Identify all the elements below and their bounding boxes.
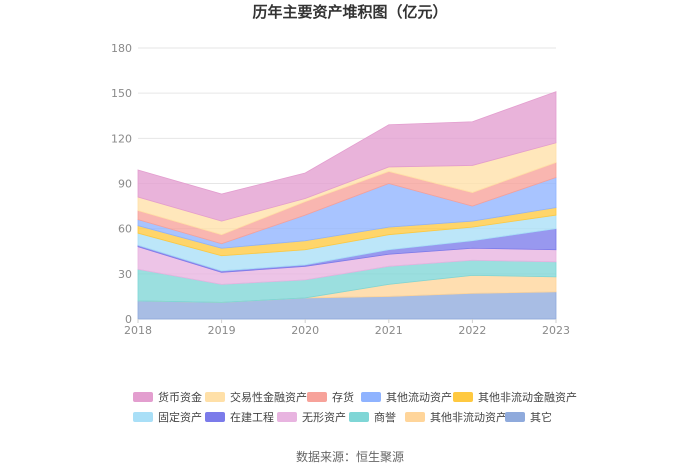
legend-swatch: [307, 392, 327, 402]
legend-swatch: [133, 412, 153, 422]
legend-label: 无形资产: [302, 410, 346, 424]
y-tick-label: 150: [111, 87, 132, 100]
y-tick-label: 90: [118, 178, 132, 191]
legend-swatch: [205, 412, 225, 422]
legend-label: 在建工程: [230, 410, 274, 424]
legend-item-货币资金[interactable]: 货币资金: [133, 390, 202, 404]
legend-label: 固定资产: [158, 410, 202, 424]
legend-item-其他流动资产[interactable]: 其他流动资产: [361, 390, 452, 404]
legend-swatch: [405, 412, 425, 422]
legend-label: 商誉: [374, 410, 396, 424]
chart-title: 历年主要资产堆积图（亿元）: [252, 3, 447, 21]
x-tick-label: 2019: [208, 324, 236, 337]
x-tick-label: 2023: [542, 324, 570, 337]
legend-label: 存货: [332, 390, 354, 404]
legend-swatch: [361, 392, 381, 402]
area-货币资金: [137, 91, 557, 222]
legend-item-固定资产[interactable]: 固定资产: [133, 410, 202, 424]
area-series-group: [137, 91, 557, 320]
axes: 0 30 60 90 120 150 180 2018 2019 2020 2021 2022 2023: [111, 42, 570, 337]
legend-item-其它[interactable]: 其它: [505, 410, 552, 424]
x-tick-label: 2018: [124, 324, 152, 337]
legend-item-其他非流动资产[interactable]: 其他非流动资产: [405, 410, 507, 424]
y-tick-label: 120: [111, 132, 132, 145]
legend-swatch: [133, 392, 153, 402]
x-tick-label: 2022: [458, 324, 486, 337]
y-tick-label: 60: [118, 223, 132, 236]
legend-swatch: [453, 392, 473, 402]
legend-swatch: [205, 392, 225, 402]
legend-label: 其它: [530, 410, 552, 424]
legend-swatch: [277, 412, 297, 422]
y-tick-label: 30: [118, 268, 132, 281]
legend-label: 其他流动资产: [386, 390, 452, 404]
legend-item-交易性金融资产[interactable]: 交易性金融资产: [205, 390, 307, 404]
legend-item-其他非流动金融资产[interactable]: 其他非流动金融资产: [453, 390, 577, 404]
legend-item-在建工程[interactable]: 在建工程: [205, 410, 274, 424]
x-tick-label: 2020: [291, 324, 319, 337]
legend-item-存货[interactable]: 存货: [307, 390, 354, 404]
legend-label: 其他非流动金融资产: [478, 390, 577, 404]
legend-label: 货币资金: [158, 390, 202, 404]
legend-item-无形资产[interactable]: 无形资产: [277, 410, 346, 424]
legend-item-商誉[interactable]: 商誉: [349, 410, 396, 424]
data-source-note: 数据来源：恒生聚源: [296, 449, 404, 464]
y-tick-label: 180: [111, 42, 132, 55]
legend-swatch: [505, 412, 525, 422]
legend-swatch: [349, 412, 369, 422]
y-tick-label: 0: [125, 313, 132, 326]
x-tick-label: 2021: [375, 324, 403, 337]
legend-label: 交易性金融资产: [230, 390, 307, 404]
legend-label: 其他非流动资产: [430, 410, 507, 424]
